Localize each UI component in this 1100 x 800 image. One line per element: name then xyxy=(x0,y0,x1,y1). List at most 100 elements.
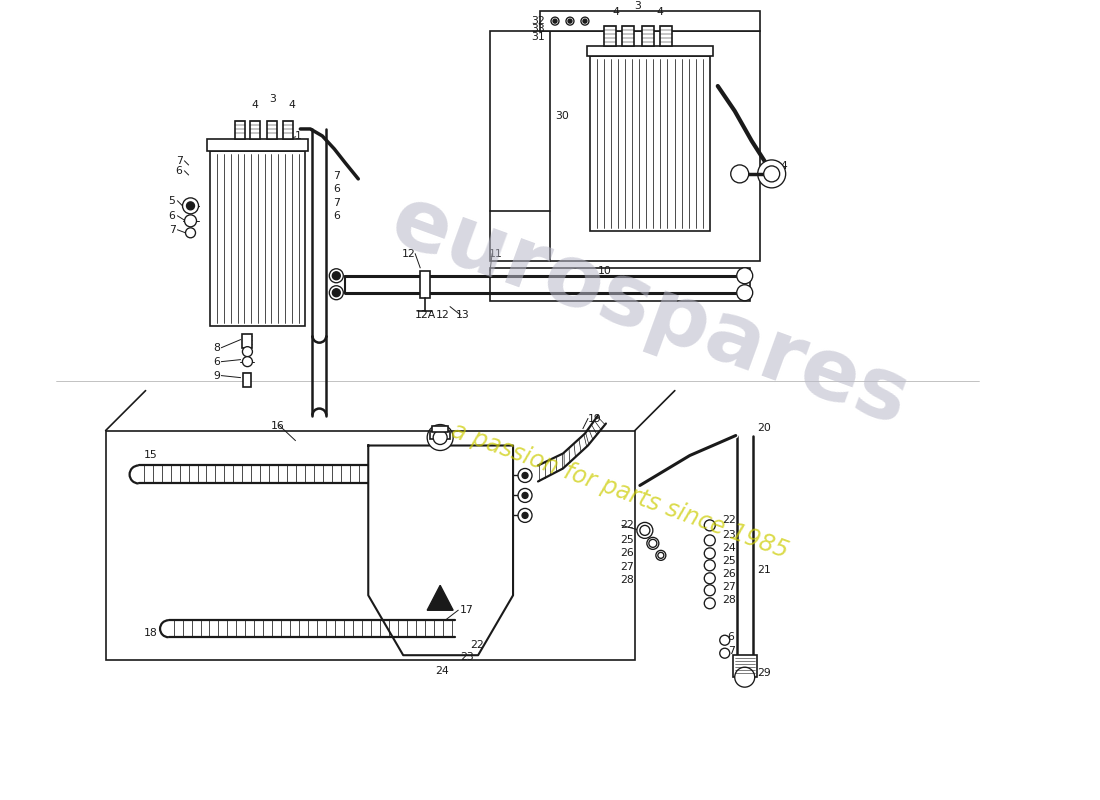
Text: 7: 7 xyxy=(333,171,340,181)
Text: 16: 16 xyxy=(271,421,284,430)
Circle shape xyxy=(719,648,729,658)
Bar xyxy=(242,334,252,348)
Circle shape xyxy=(758,160,785,188)
Text: 26: 26 xyxy=(722,570,736,579)
Circle shape xyxy=(704,548,715,559)
Text: 18: 18 xyxy=(144,628,157,638)
Text: 12: 12 xyxy=(437,310,450,320)
Bar xyxy=(590,56,710,231)
Circle shape xyxy=(658,552,663,558)
Circle shape xyxy=(704,585,715,596)
Circle shape xyxy=(186,228,196,238)
Text: 6: 6 xyxy=(333,211,340,221)
Circle shape xyxy=(332,289,340,297)
Bar xyxy=(284,121,294,139)
Circle shape xyxy=(522,473,528,478)
Text: 4: 4 xyxy=(657,7,663,17)
Circle shape xyxy=(518,509,532,522)
Text: 5: 5 xyxy=(168,196,176,206)
Text: 20: 20 xyxy=(757,422,771,433)
Circle shape xyxy=(332,272,340,280)
Text: 24: 24 xyxy=(436,666,449,676)
Circle shape xyxy=(551,17,559,25)
Bar xyxy=(621,26,634,46)
Bar xyxy=(420,270,430,298)
Circle shape xyxy=(704,520,715,531)
Bar xyxy=(208,139,308,151)
Circle shape xyxy=(427,425,453,450)
Bar xyxy=(604,26,616,46)
Circle shape xyxy=(522,513,528,518)
Bar xyxy=(106,430,635,660)
Bar xyxy=(540,11,760,31)
Bar xyxy=(642,26,653,46)
Circle shape xyxy=(433,430,447,445)
Bar xyxy=(251,121,261,139)
Circle shape xyxy=(640,526,650,535)
Text: 32: 32 xyxy=(531,16,544,26)
Bar xyxy=(491,31,760,261)
Circle shape xyxy=(730,165,749,183)
Text: 29: 29 xyxy=(757,668,770,678)
Bar xyxy=(587,46,713,56)
Text: 26: 26 xyxy=(620,548,634,558)
Circle shape xyxy=(187,202,195,210)
Text: 4: 4 xyxy=(251,100,257,110)
Text: 21: 21 xyxy=(757,566,770,575)
Circle shape xyxy=(704,560,715,571)
Text: 22: 22 xyxy=(722,515,736,526)
Circle shape xyxy=(242,346,252,357)
Text: 1: 1 xyxy=(295,131,301,141)
Circle shape xyxy=(583,19,587,23)
Bar xyxy=(210,151,306,326)
Bar xyxy=(430,430,450,438)
Text: 7: 7 xyxy=(168,225,176,235)
Bar xyxy=(733,655,757,677)
Text: 33: 33 xyxy=(531,24,544,34)
Bar xyxy=(432,426,448,431)
Text: 25: 25 xyxy=(722,556,736,566)
Text: 27: 27 xyxy=(722,582,736,592)
Circle shape xyxy=(704,573,715,584)
Text: 9: 9 xyxy=(213,370,220,381)
Circle shape xyxy=(704,535,715,546)
Text: 11: 11 xyxy=(490,249,503,258)
Text: 22: 22 xyxy=(470,640,484,650)
Text: 7: 7 xyxy=(728,646,735,656)
Text: 12A: 12A xyxy=(415,310,437,320)
Circle shape xyxy=(553,19,557,23)
Circle shape xyxy=(737,285,752,301)
Text: 23: 23 xyxy=(460,652,474,662)
Bar xyxy=(243,373,252,386)
Circle shape xyxy=(183,198,198,214)
Text: 7: 7 xyxy=(333,198,340,208)
Circle shape xyxy=(329,269,343,282)
Text: 30: 30 xyxy=(556,111,569,121)
Text: 4: 4 xyxy=(289,100,296,110)
Text: 28: 28 xyxy=(722,595,736,606)
Text: 8: 8 xyxy=(213,342,220,353)
Text: 23: 23 xyxy=(722,530,736,540)
Circle shape xyxy=(704,598,715,609)
Text: 6: 6 xyxy=(213,357,220,366)
Text: 3: 3 xyxy=(635,1,641,11)
Text: 27: 27 xyxy=(620,562,634,572)
Text: 10: 10 xyxy=(598,266,612,276)
Circle shape xyxy=(581,17,589,25)
Text: 15: 15 xyxy=(144,450,157,461)
Bar xyxy=(235,121,245,139)
Circle shape xyxy=(737,268,752,284)
Text: 7: 7 xyxy=(176,156,183,166)
Bar xyxy=(267,121,277,139)
Text: 14: 14 xyxy=(774,161,789,171)
Text: 3: 3 xyxy=(270,94,276,104)
Circle shape xyxy=(649,539,657,547)
Circle shape xyxy=(518,489,532,502)
Circle shape xyxy=(656,550,666,560)
Circle shape xyxy=(566,17,574,25)
Circle shape xyxy=(329,286,343,300)
Circle shape xyxy=(763,166,780,182)
Text: 6: 6 xyxy=(168,211,176,221)
Text: 4: 4 xyxy=(613,7,619,17)
Text: 28: 28 xyxy=(620,575,634,586)
